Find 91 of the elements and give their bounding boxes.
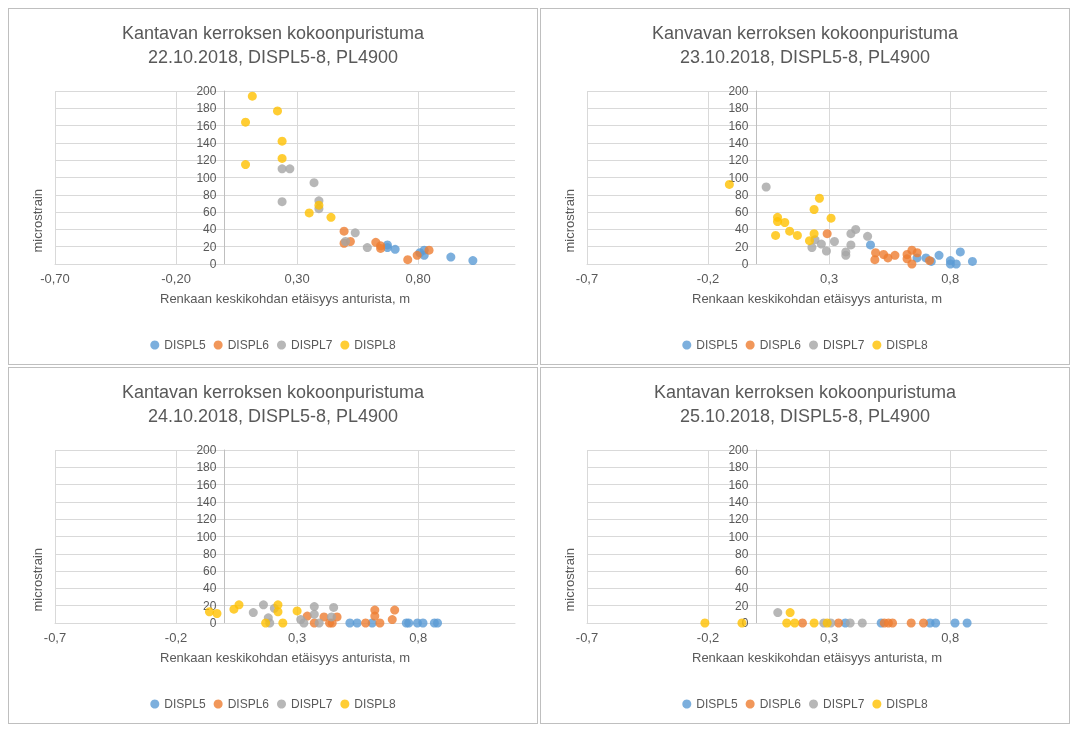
y-tick-label: 160 bbox=[728, 477, 749, 492]
x-tick-label: 0,8 bbox=[409, 630, 428, 645]
chart-subtitle: 24.10.2018, DISPL5-8, PL4900 bbox=[147, 406, 399, 426]
y-tick-label: 160 bbox=[196, 118, 217, 133]
y-tick-label: 40 bbox=[735, 222, 749, 237]
y-tick-label: 60 bbox=[735, 205, 749, 220]
y-tick-label: 200 bbox=[196, 84, 217, 98]
y-tick-label: 180 bbox=[728, 101, 749, 116]
x-tick-label: -0,2 bbox=[696, 271, 720, 286]
x-tick-label: -0,7 bbox=[575, 630, 599, 645]
y-tick-label: 120 bbox=[728, 512, 749, 527]
y-tick-label: 0 bbox=[209, 616, 217, 630]
chart-subtitle: 25.10.2018, DISPL5-8, PL4900 bbox=[679, 406, 931, 426]
y-axis-title: microstrain bbox=[30, 547, 45, 612]
y-tick-label: 140 bbox=[728, 494, 749, 509]
x-tick-label: -0,2 bbox=[696, 630, 720, 645]
y-tick-label: 80 bbox=[735, 546, 749, 561]
chart-title: Kantavan kerroksen kokoonpuristuma bbox=[121, 382, 426, 402]
legend-label: DISPL6 bbox=[227, 338, 270, 352]
y-axis-title: microstrain bbox=[30, 188, 45, 253]
y-tick-label: 60 bbox=[203, 564, 217, 579]
legend-label: DISPL7 bbox=[291, 697, 333, 711]
x-tick-label: 0,8 bbox=[941, 271, 960, 286]
x-axis-title: Renkaan keskikohdan etäisyys anturista, m bbox=[159, 650, 411, 665]
y-tick-label: 60 bbox=[203, 205, 217, 220]
x-tick-label: -0,2 bbox=[164, 630, 188, 645]
y-tick-label: 0 bbox=[209, 257, 217, 271]
legend-label: DISPL6 bbox=[759, 338, 802, 352]
y-tick-label: 80 bbox=[203, 546, 217, 561]
legend-label: DISPL7 bbox=[823, 697, 865, 711]
legend-label: DISPL5 bbox=[164, 697, 206, 711]
y-tick-label: 40 bbox=[203, 581, 217, 596]
x-tick-label: 0,3 bbox=[820, 630, 839, 645]
legend-label: DISPL6 bbox=[227, 697, 270, 711]
y-tick-label: 200 bbox=[728, 84, 749, 98]
y-tick-label: 20 bbox=[735, 598, 749, 613]
y-tick-label: 0 bbox=[741, 257, 749, 271]
legend-label: DISPL6 bbox=[759, 697, 802, 711]
chart-title: Kantavan kerroksen kokoonpuristuma bbox=[653, 382, 958, 402]
legend-label: DISPL7 bbox=[291, 338, 333, 352]
x-axis-title: Renkaan keskikohdan etäisyys anturista, m bbox=[159, 291, 411, 306]
y-tick-label: 80 bbox=[203, 187, 217, 202]
y-tick-label: 140 bbox=[728, 135, 749, 150]
x-tick-label: -0,7 bbox=[575, 271, 599, 286]
x-tick-label: -0,70 bbox=[40, 271, 70, 286]
legend-label: DISPL8 bbox=[354, 697, 397, 711]
y-tick-label: 120 bbox=[196, 512, 217, 527]
y-axis-title: microstrain bbox=[562, 188, 577, 253]
x-tick-label: 0,3 bbox=[820, 271, 839, 286]
y-tick-label: 180 bbox=[196, 101, 217, 116]
x-axis-title: Renkaan keskikohdan etäisyys anturista, m bbox=[691, 291, 943, 306]
y-tick-label: 160 bbox=[196, 477, 217, 492]
x-tick-label: 0,30 bbox=[284, 271, 310, 286]
y-tick-label: 60 bbox=[735, 564, 749, 579]
y-tick-label: 200 bbox=[728, 443, 749, 457]
chart-title: Kantavan kerroksen kokoonpuristuma bbox=[121, 23, 426, 43]
y-tick-label: 100 bbox=[728, 529, 749, 544]
chart-subtitle: 22.10.2018, DISPL5-8, PL4900 bbox=[147, 47, 399, 67]
y-tick-label: 120 bbox=[196, 153, 217, 168]
legend-label: DISPL8 bbox=[354, 338, 397, 352]
x-tick-label: -0,7 bbox=[43, 630, 67, 645]
legend-label: DISPL8 bbox=[886, 338, 929, 352]
y-tick-label: 180 bbox=[196, 460, 217, 475]
y-tick-label: 140 bbox=[196, 135, 217, 150]
x-axis-title: Renkaan keskikohdan etäisyys anturista, m bbox=[691, 650, 943, 665]
y-tick-label: 80 bbox=[735, 187, 749, 202]
y-tick-label: 100 bbox=[196, 170, 217, 185]
x-tick-label: 0,3 bbox=[288, 630, 307, 645]
y-tick-label: 20 bbox=[203, 598, 217, 613]
y-tick-label: 100 bbox=[728, 170, 749, 185]
legend-label: DISPL5 bbox=[164, 338, 206, 352]
x-tick-label: 0,80 bbox=[405, 271, 431, 286]
legend-label: DISPL8 bbox=[886, 697, 929, 711]
chart-title: Kanvavan kerroksen kokoonpuristuma bbox=[651, 23, 960, 43]
x-tick-label: 0,8 bbox=[941, 630, 960, 645]
legend-label: DISPL7 bbox=[823, 338, 865, 352]
y-tick-label: 40 bbox=[203, 222, 217, 237]
y-tick-label: 100 bbox=[196, 529, 217, 544]
y-tick-label: 160 bbox=[728, 118, 749, 133]
y-tick-label: 20 bbox=[203, 239, 217, 254]
chart-subtitle: 23.10.2018, DISPL5-8, PL4900 bbox=[679, 47, 931, 67]
y-axis-title: microstrain bbox=[562, 547, 577, 612]
x-tick-label: -0,20 bbox=[161, 271, 191, 286]
y-tick-label: 200 bbox=[196, 443, 217, 457]
y-tick-label: 120 bbox=[728, 153, 749, 168]
y-tick-label: 40 bbox=[735, 581, 749, 596]
legend-label: DISPL5 bbox=[696, 697, 738, 711]
legend-label: DISPL5 bbox=[696, 338, 738, 352]
y-tick-label: 20 bbox=[735, 239, 749, 254]
y-tick-label: 180 bbox=[728, 460, 749, 475]
y-tick-label: 140 bbox=[196, 494, 217, 509]
